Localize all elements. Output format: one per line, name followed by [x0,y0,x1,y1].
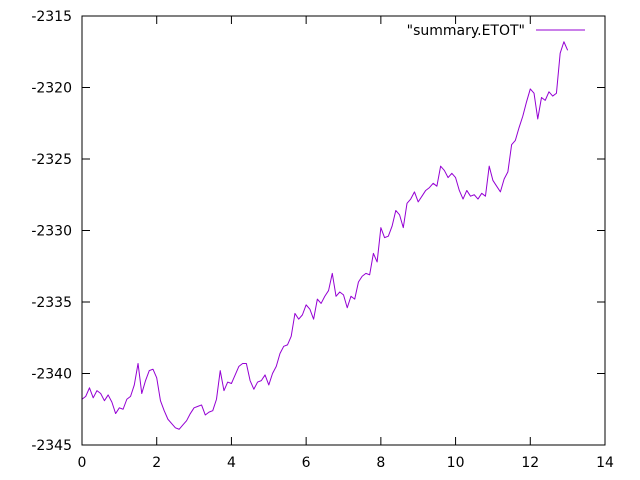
plot-frame [81,15,606,446]
legend: "summary.ETOT" [407,23,585,39]
x-tick-label: 14 [596,455,614,471]
y-tick-label: -2320 [31,81,72,97]
series-line [81,41,569,430]
x-tick-label: 8 [376,455,385,471]
y-tick-label: -2335 [31,295,72,311]
x-tick-label: 12 [521,455,539,471]
x-tick-label: 6 [302,455,311,471]
y-tick-label: -2340 [31,367,72,383]
y-tick-label: -2315 [31,9,72,25]
legend-label: "summary.ETOT" [407,23,525,39]
x-tick-label: 10 [447,455,465,471]
x-tick-label: 2 [152,455,161,471]
y-tick-label: -2330 [31,224,72,240]
y-tick-label: -2325 [31,152,72,168]
y-tick-label: -2345 [31,438,72,454]
x-tick-label: 4 [227,455,236,471]
x-tick-label: 0 [78,455,87,471]
tick-labels: 0 2 4 6 8 10 12 14 -2345 -2340 -2335 -2330 -2325 -232… [31,9,614,471]
ticks [81,15,606,446]
